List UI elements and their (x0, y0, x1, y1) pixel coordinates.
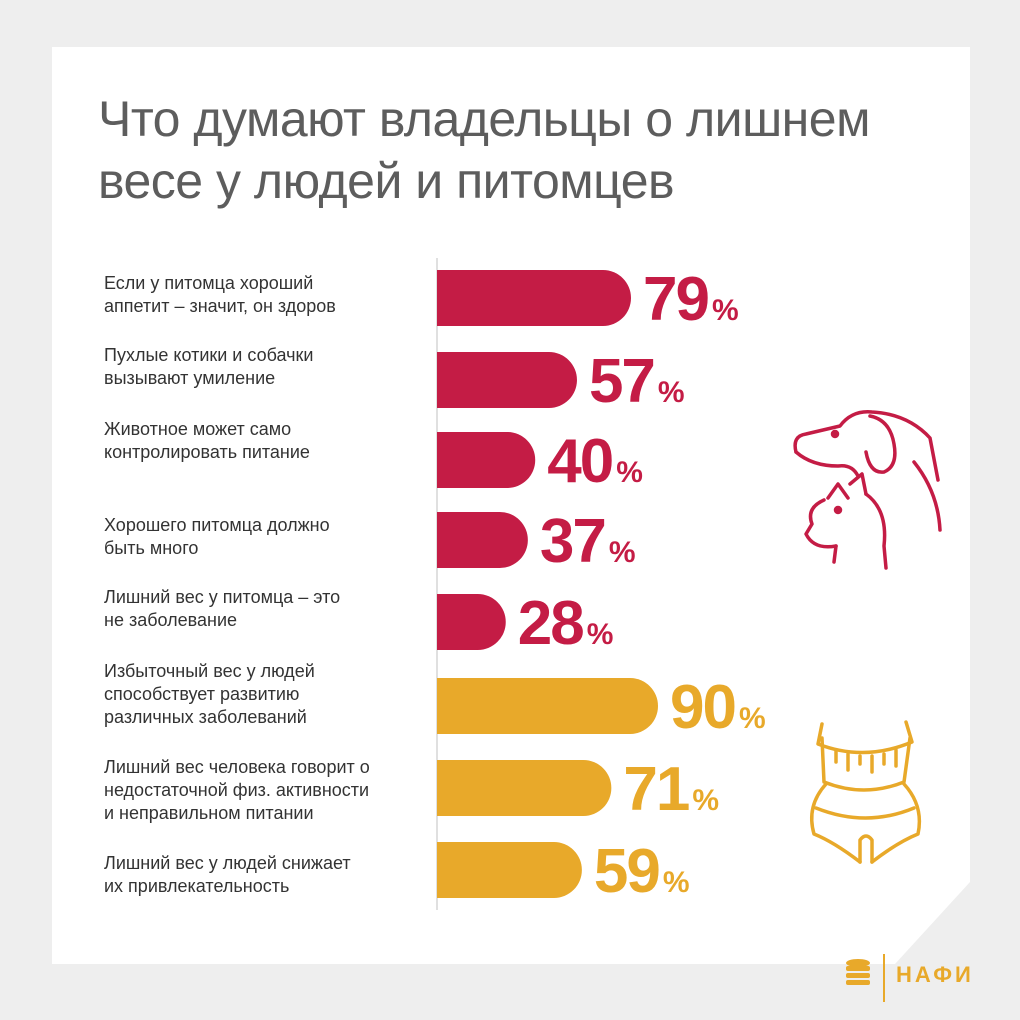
chart-title: Что думают владельцы о лишнем весе у люд… (98, 91, 870, 209)
value-label-1: 79% (643, 265, 739, 334)
category-label-line: Животное может само (104, 419, 292, 439)
value-label-3: 40% (547, 427, 643, 496)
bar-6 (437, 678, 658, 734)
category-label-line: не заболевание (104, 610, 238, 630)
category-label-line: быть много (104, 538, 199, 558)
category-label-line: Лишний вес у людей снижает (104, 853, 351, 873)
value-label-2: 57% (589, 347, 685, 416)
category-label-2: Пухлые котики и собачки вызывают умиление (104, 344, 424, 390)
category-label-line: Лишний вес человека говорит о (104, 757, 370, 777)
category-label-6: Избыточный вес у людей способствует разви… (104, 660, 424, 729)
logo-text: НАФИ (896, 962, 974, 987)
bar-8 (437, 842, 582, 898)
category-label-line: аппетит – значит, он здоров (104, 296, 336, 316)
category-label-line: Пухлые котики и собачки (104, 345, 314, 365)
category-label-line: вызывают умиление (104, 368, 276, 388)
category-label-line: их привлекательность (104, 876, 290, 896)
category-label-line: различных заболеваний (104, 707, 307, 727)
bar-7 (437, 760, 612, 816)
bar-4 (437, 512, 528, 568)
value-label-8: 59% (594, 837, 690, 906)
bar-2 (437, 352, 577, 408)
category-label-line: и неправильном питании (104, 803, 314, 823)
category-label-line: Хорошего питомца должно (104, 515, 330, 535)
value-label-5: 28% (518, 589, 614, 658)
bar-5 (437, 594, 506, 650)
category-label-3: Животное может само контролировать питани… (104, 418, 424, 464)
bar-1 (437, 270, 631, 326)
category-label-8: Лишний вес у людей снижает их привлекател… (104, 852, 424, 898)
category-label-5: Лишний вес у питомца – это не заболевание (104, 586, 424, 632)
category-label-line: Если у питомца хороший (104, 273, 314, 293)
category-label-1: Если у питомца хороший аппетит – значит, … (104, 272, 424, 318)
category-label-line: контролировать питание (104, 442, 310, 462)
category-label-line: способствует развитию (104, 684, 300, 704)
category-label-line: недостаточной физ. активности (104, 780, 370, 800)
category-label-7: Лишний вес человека говорит о недостаточн… (104, 756, 424, 825)
value-label-4: 37% (540, 507, 636, 576)
value-label-7: 71% (623, 755, 719, 824)
value-label-6: 90% (670, 673, 766, 742)
category-label-line: Лишний вес у питомца – это (104, 587, 341, 607)
category-label-line: Избыточный вес у людей (104, 661, 315, 681)
category-label-4: Хорошего питомца должно быть много (104, 514, 424, 560)
bar-3 (437, 432, 536, 488)
